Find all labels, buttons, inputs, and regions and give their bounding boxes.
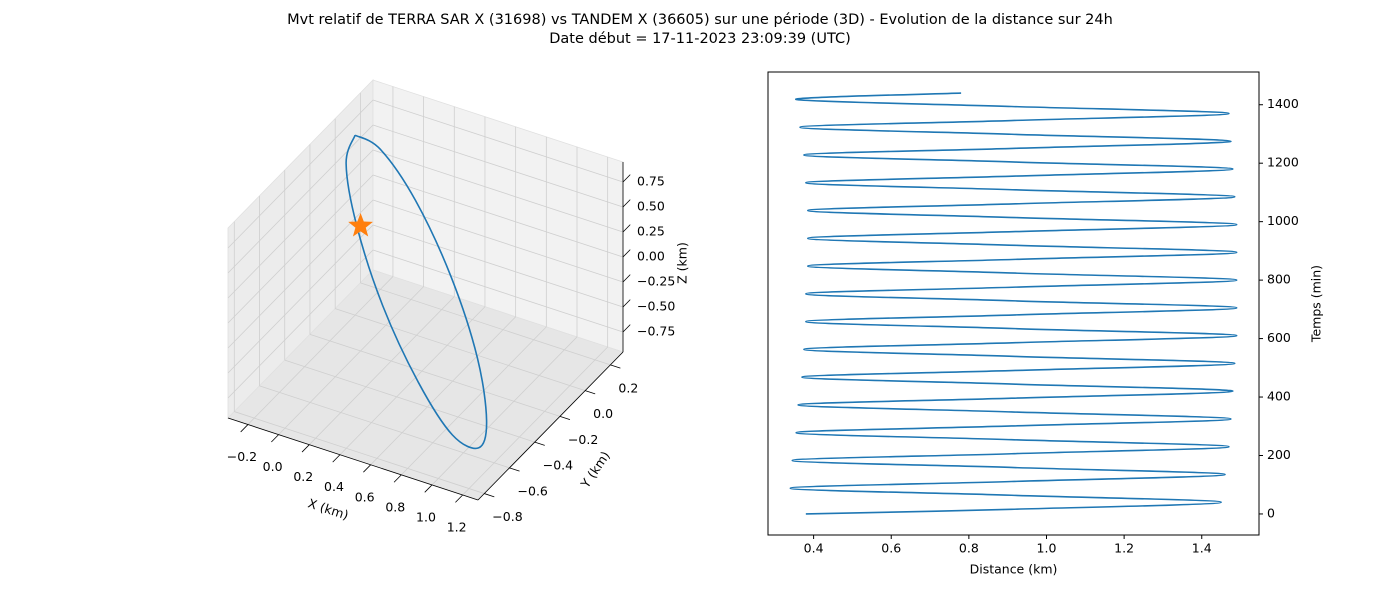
grid-line (227, 199, 374, 349)
y-tick-label: −0.8 (492, 509, 522, 524)
grid-line (309, 296, 455, 445)
z-tick-label: 0.50 (637, 199, 665, 214)
z-tick-label: −0.75 (637, 324, 675, 339)
grid-line (372, 99, 624, 183)
grid-line (335, 308, 586, 391)
grid-line (309, 333, 561, 417)
grid-line (372, 174, 624, 258)
z-tick (622, 299, 631, 308)
y-tick (484, 493, 495, 498)
grid-line (370, 316, 516, 466)
y-tick-label: 800 (1267, 272, 1291, 287)
y-tick (534, 441, 545, 446)
x-tick-label: 1.2 (1114, 541, 1134, 556)
y-tick-label: −0.4 (543, 458, 573, 473)
plot-frame (767, 71, 1260, 536)
y-tick-label: 600 (1267, 330, 1291, 345)
z-tick-label: 0.75 (637, 174, 665, 189)
x-tick-label: −0.2 (227, 449, 257, 464)
grid-line (227, 224, 374, 374)
y-tick (509, 467, 520, 472)
z-axis-label: Z (km) (675, 242, 690, 284)
grid-line (372, 249, 624, 333)
grid-line (259, 385, 510, 469)
x-tick-label: 0.0 (263, 459, 283, 474)
grid-line (247, 276, 394, 425)
x-tick-label: 1.0 (1037, 541, 1057, 556)
grid-line (462, 346, 608, 496)
x-tick-label: 0.2 (293, 469, 313, 484)
y-tick-label: 400 (1267, 389, 1291, 404)
x-tick (332, 454, 341, 463)
x-tick (424, 484, 433, 493)
x-tick-label: 0.4 (324, 479, 344, 494)
y-axis-label: Y (km) (577, 448, 613, 491)
grid-line (360, 282, 611, 366)
x-tick (363, 464, 371, 473)
grid-line (278, 286, 424, 435)
grid-line (227, 99, 374, 249)
y-tick-label: 0.0 (593, 406, 613, 421)
grid-line (401, 326, 547, 476)
z-tick (622, 174, 631, 183)
x-tick (301, 444, 310, 453)
grid-line (339, 306, 486, 456)
y-tick-label: 0.2 (618, 380, 638, 395)
y-tick (559, 415, 571, 421)
y-tick-label: 200 (1267, 447, 1291, 462)
grid-line (431, 336, 578, 486)
x-tick-label: 0.6 (355, 489, 375, 504)
y-tick-label: 1200 (1267, 155, 1299, 170)
grid-line (227, 149, 374, 299)
z-tick-label: −0.50 (637, 299, 675, 314)
grid-line (372, 224, 624, 308)
z-tick (622, 324, 631, 333)
grid-line (372, 199, 624, 283)
star-marker (348, 212, 373, 237)
x-tick (271, 434, 279, 443)
y-tick-label: −0.2 (568, 432, 598, 447)
y-tick (585, 390, 596, 395)
grid-line (372, 149, 624, 233)
x-tick-label: 0.6 (881, 541, 901, 556)
y-axis (477, 351, 624, 501)
z-tick-label: 0.00 (637, 249, 665, 264)
figure-subtitle: Date début = 17-11-2023 23:09:39 (UTC) (549, 31, 851, 47)
grid-line (372, 124, 624, 208)
figure-title: Mvt relatif de TERRA SAR X (31698) vs TA… (287, 12, 1113, 28)
grid-line (284, 359, 535, 443)
x-tick (240, 424, 249, 433)
z-tick-label: −0.25 (637, 274, 675, 289)
distance-line (789, 92, 1238, 515)
z-tick (622, 199, 631, 208)
grid-line (227, 174, 374, 324)
y-tick-label: −0.6 (518, 483, 548, 498)
z-tick-label: 0.25 (637, 224, 665, 239)
y-axis-label: Temps (min) (1309, 265, 1324, 343)
z-tick (622, 274, 631, 283)
y-tick (610, 364, 621, 369)
grid-line (227, 249, 374, 399)
x-tick-label: 1.2 (447, 519, 467, 534)
x-tick (393, 474, 402, 483)
y-tick-label: 0 (1267, 505, 1275, 520)
x-tick-label: 1.4 (1192, 541, 1212, 556)
y-tick-label: 1000 (1267, 213, 1299, 228)
x-axis-label: X (km) (306, 495, 350, 522)
x-axis-label: Distance (km) (970, 562, 1058, 577)
x-tick-label: 1.0 (416, 509, 436, 524)
z-tick (622, 249, 631, 258)
z-tick (622, 224, 631, 233)
x-tick-label: 0.8 (385, 499, 405, 514)
x-tick (455, 494, 463, 503)
x-axis (227, 417, 479, 501)
y-tick-label: 1400 (1267, 96, 1299, 111)
grid-line (234, 411, 485, 494)
x-tick-label: 0.4 (804, 541, 824, 556)
x-tick-label: 0.8 (959, 541, 979, 556)
